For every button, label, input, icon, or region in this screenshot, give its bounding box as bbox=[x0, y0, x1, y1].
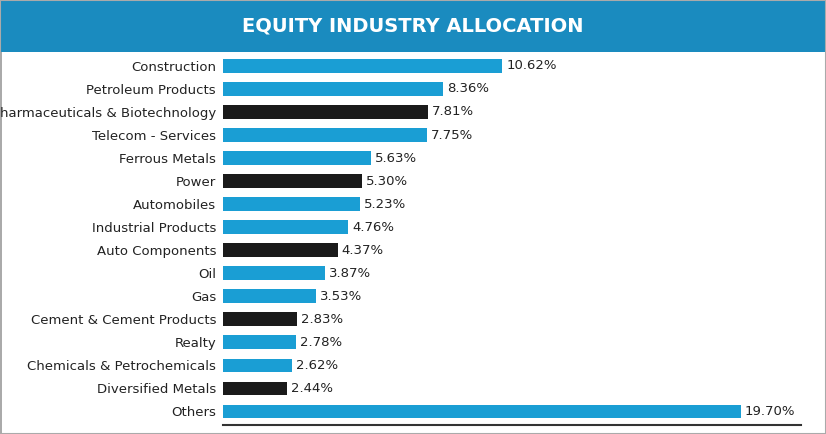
Text: 7.75%: 7.75% bbox=[430, 128, 473, 141]
Bar bbox=[223, 197, 360, 211]
Text: 7.81%: 7.81% bbox=[432, 105, 474, 118]
Text: 4.37%: 4.37% bbox=[342, 244, 384, 257]
Bar bbox=[223, 243, 338, 257]
Bar bbox=[223, 59, 502, 73]
Text: 8.36%: 8.36% bbox=[447, 82, 489, 95]
Bar bbox=[223, 82, 443, 96]
Bar bbox=[223, 174, 363, 188]
Text: 2.78%: 2.78% bbox=[300, 336, 342, 349]
Text: 3.87%: 3.87% bbox=[329, 267, 371, 280]
Text: 5.30%: 5.30% bbox=[366, 174, 408, 187]
Text: 4.76%: 4.76% bbox=[352, 220, 394, 233]
Bar bbox=[223, 220, 348, 234]
Bar bbox=[223, 151, 371, 165]
Bar bbox=[223, 289, 316, 303]
Bar bbox=[223, 312, 297, 326]
Text: 2.83%: 2.83% bbox=[301, 313, 344, 326]
Text: EQUITY INDUSTRY ALLOCATION: EQUITY INDUSTRY ALLOCATION bbox=[242, 16, 584, 36]
Bar bbox=[223, 381, 287, 395]
Bar bbox=[223, 358, 292, 372]
Text: 5.23%: 5.23% bbox=[364, 197, 406, 210]
Text: 2.62%: 2.62% bbox=[296, 359, 338, 372]
Bar bbox=[223, 105, 429, 119]
Bar bbox=[223, 128, 427, 142]
Text: 3.53%: 3.53% bbox=[320, 290, 362, 303]
Text: 2.44%: 2.44% bbox=[291, 382, 333, 395]
Bar bbox=[223, 335, 296, 349]
Bar bbox=[223, 404, 741, 418]
Text: 10.62%: 10.62% bbox=[506, 59, 557, 72]
Text: 19.70%: 19.70% bbox=[745, 405, 795, 418]
Bar bbox=[223, 266, 325, 280]
Text: 5.63%: 5.63% bbox=[375, 151, 417, 164]
